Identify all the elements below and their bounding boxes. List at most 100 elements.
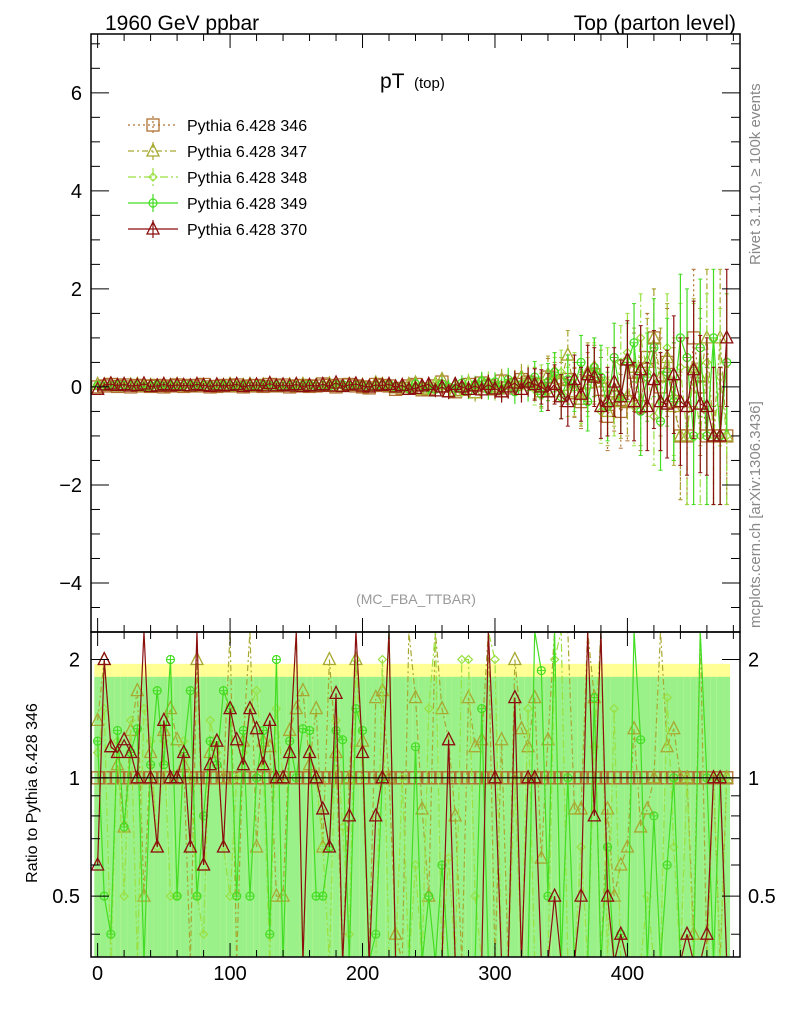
ratio-band-series: [438, 676, 446, 957]
data-point: [666, 366, 681, 381]
data-point: [514, 380, 529, 396]
ratio-band-series: [531, 676, 539, 957]
x-tick-label: 300: [478, 963, 511, 985]
x-tick-label: 200: [346, 963, 379, 985]
main-panel: [91, 268, 734, 506]
data-point: [576, 357, 586, 368]
ratio-point: [477, 704, 487, 714]
ratio-point: [189, 651, 205, 666]
ratio-band-series: [538, 676, 545, 957]
data-point: [262, 375, 277, 390]
series-2: [92, 293, 732, 506]
ratio-point: [331, 725, 341, 736]
data-point: [170, 376, 185, 391]
ratio-band-series: [319, 676, 327, 957]
legend: Pythia 6.428 346 Pythia 6.428 347 Pythia 6…: [128, 116, 307, 239]
data-point: [587, 368, 602, 383]
ratio-point: [527, 769, 542, 784]
data-point: [289, 376, 304, 391]
mcplots-label: mcplots.cern.ch [arXiv:1306.3436]: [747, 401, 764, 628]
legend-entry-3: Pythia 6.428 349: [128, 194, 307, 213]
ratio-band-series: [458, 676, 466, 957]
ratio-band-series: [425, 676, 433, 957]
data-point: [196, 376, 211, 392]
ratio-point: [143, 769, 158, 784]
ratio-point: [322, 838, 337, 853]
data-point: [713, 427, 728, 442]
rivet-version-label: Rivet 3.1.10, ≥ 100k events: [747, 83, 764, 265]
ratio-point: [143, 744, 158, 759]
ratio-point: [666, 720, 681, 735]
ratio-point: [375, 682, 390, 697]
ratio-point: [139, 703, 149, 714]
plot-title-main: pT: [380, 70, 405, 93]
ratio-point: [408, 689, 423, 704]
ratio-point: [150, 838, 165, 853]
ratio-point: [490, 654, 500, 665]
ratio-band-series: [590, 676, 598, 957]
data-point: [673, 393, 688, 408]
data-point: [547, 376, 562, 391]
ratio-point: [514, 720, 529, 735]
data-point: [136, 375, 152, 390]
ratio-band-series: [657, 676, 664, 957]
x-tick-label: 0: [92, 963, 103, 985]
ratio-point: [470, 891, 480, 901]
ratio-point: [103, 738, 118, 753]
data-point: [626, 393, 642, 408]
ratio-point: [249, 720, 264, 735]
data-point: [640, 398, 655, 413]
data-point: [302, 376, 317, 392]
ratio-band-series: [160, 676, 168, 957]
data-point: [679, 398, 695, 413]
ratio-point: [223, 700, 238, 715]
data-point: [613, 388, 628, 403]
ratio-band-series: [577, 676, 585, 957]
ratio-band-series: [312, 676, 320, 957]
ratio-band-series: [703, 676, 711, 957]
ratio-point: [170, 769, 185, 784]
ratio-panel: [91, 632, 740, 957]
ratio-point: [119, 891, 129, 901]
ratio-point: [620, 838, 635, 853]
ratio-series-4: [91, 632, 728, 957]
data-point: [653, 393, 668, 408]
data-point: [421, 376, 436, 391]
ratio-point: [463, 654, 474, 665]
ratio-point: [91, 711, 105, 727]
ratio-point: [275, 769, 291, 784]
ratio-band-series: [630, 676, 638, 957]
ratio-band-series: [140, 676, 148, 957]
y-tick-label: 0: [71, 377, 82, 399]
data-point: [189, 376, 205, 391]
ratio-point: [613, 925, 628, 940]
ratio-band-series: [451, 676, 459, 957]
data-point: [693, 395, 708, 410]
ratio-point: [112, 725, 123, 736]
ratio-point: [344, 929, 355, 940]
ratio-point: [119, 822, 129, 832]
ratio-band-series: [723, 676, 731, 957]
ratio-band-series: [392, 676, 399, 957]
ratio-point: [271, 703, 282, 714]
data-point: [554, 388, 569, 403]
ratio-band-series: [326, 676, 333, 957]
ratio-point: [424, 891, 434, 901]
data-point: [328, 374, 344, 389]
ratio-point: [713, 769, 728, 784]
ratio-band-series: [332, 676, 340, 957]
ratio-band-series: [359, 676, 366, 957]
ratio-band-series: [624, 676, 631, 957]
ratio-point: [123, 744, 138, 759]
ratio-point: [229, 731, 244, 746]
ratio-band-series: [306, 676, 313, 957]
ratio-point: [423, 703, 434, 714]
ratio-point: [377, 654, 388, 665]
ratio-point: [536, 665, 546, 676]
ratio-point: [613, 856, 628, 871]
header-right: Top (parton level): [574, 12, 736, 35]
data-point: [629, 338, 639, 348]
legend-entry-1: Pythia 6.428 347: [128, 142, 307, 161]
ratio-point: [256, 756, 271, 771]
data-point: [574, 385, 589, 400]
